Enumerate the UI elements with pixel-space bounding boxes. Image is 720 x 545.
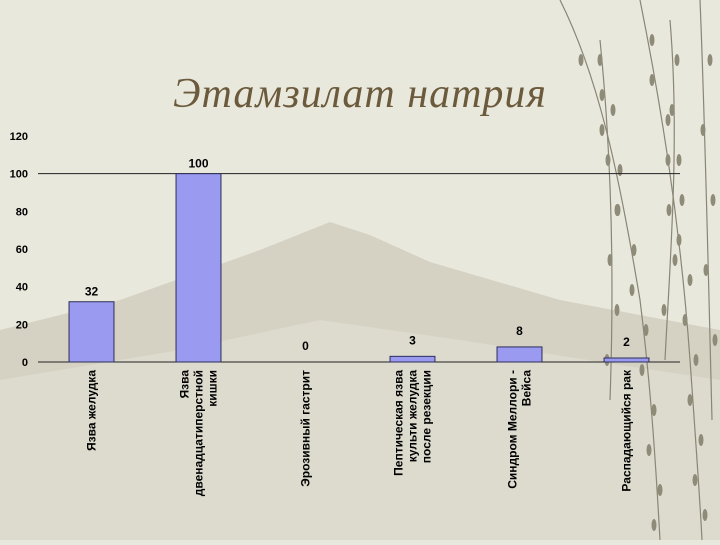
willow-leaf [698, 434, 704, 446]
y-tick-label: 120 [10, 131, 28, 143]
slide-title: Этамзилат натрия [173, 71, 547, 117]
bar [389, 355, 436, 363]
x-category-label-line: кишки [206, 370, 220, 407]
willow-leaf [614, 204, 620, 216]
willow-leaf [692, 474, 698, 486]
willow-leaf [629, 284, 635, 296]
x-category-label: Пептическая язва культи желудка после резе… [392, 370, 434, 476]
willow-leaf [674, 54, 680, 66]
y-tick-label: 0 [22, 357, 28, 369]
bar [603, 357, 650, 363]
willow-leaf [597, 54, 603, 66]
x-category-label-line: культи желудка [406, 370, 420, 463]
data-label: 0 [302, 339, 309, 353]
willow-leaf [639, 364, 645, 376]
x-category-label-line: после резекции [420, 370, 434, 463]
data-label: 3 [409, 333, 416, 347]
x-category-label: Язва двенадцатиперстной кишки [178, 370, 220, 497]
x-category-label-line: Синдром Меллори - [506, 370, 520, 489]
x-category-label-line: Распадающийся рак [620, 369, 634, 492]
willow-leaf [617, 164, 623, 176]
willow-leaf [651, 519, 657, 531]
willow-leaf [666, 204, 672, 216]
x-category-label-line: Пептическая язва [392, 370, 406, 476]
willow-leaf [643, 324, 649, 336]
willow-leaf [651, 404, 657, 416]
willow-leaf [679, 194, 685, 206]
bar [175, 173, 222, 363]
y-tick-label: 80 [16, 206, 28, 218]
willow-leaf [661, 304, 667, 316]
x-category-label: Эрозивный гастрит [299, 370, 313, 487]
willow-leaf [702, 509, 708, 521]
willow-leaf [703, 264, 709, 276]
willow-leaf [599, 89, 605, 101]
willow-leaf [657, 484, 663, 496]
x-category-label: Синдром Меллори - Вейса [506, 370, 534, 489]
y-tick-label: 20 [16, 319, 28, 331]
x-category-label-line: Язва [178, 370, 192, 399]
willow-leaf [665, 154, 671, 166]
willow-leaf [682, 314, 688, 326]
willow-leaf [687, 394, 693, 406]
data-label: 8 [516, 324, 523, 338]
willow-leaf [710, 194, 716, 206]
willow-leaf [665, 114, 671, 126]
willow-branch-decoration [559, 0, 718, 541]
x-category-label-line: Эрозивный гастрит [299, 370, 313, 487]
willow-leaf [707, 54, 713, 66]
willow-leaf [605, 154, 611, 166]
willow-leaf [676, 154, 682, 166]
willow-leaf [669, 104, 675, 116]
willow-leaf [649, 74, 655, 86]
willow-leaf [700, 124, 706, 136]
willow-leaf [676, 234, 682, 246]
data-label: 100 [188, 157, 208, 171]
y-tick-label: 40 [16, 282, 28, 294]
willow-leaf [649, 34, 655, 46]
willow-leaf [614, 304, 620, 316]
bar [496, 346, 543, 363]
willow-leaf [607, 254, 613, 266]
y-tick-label: 60 [16, 244, 28, 256]
willow-leaf [646, 444, 652, 456]
x-category-label-line: двенадцатиперстной [192, 370, 206, 496]
x-category-label: Язва желудка [85, 370, 99, 451]
willow-leaf [578, 54, 584, 66]
willow-leaf [687, 274, 693, 286]
willow-leaf [712, 334, 718, 346]
willow-leaf [631, 244, 637, 256]
y-tick-label: 100 [10, 169, 28, 181]
bar [68, 301, 115, 363]
data-label: 32 [85, 285, 99, 299]
willow-leaf [693, 354, 699, 366]
willow-leaf [610, 104, 616, 116]
willow-leaf [599, 124, 605, 136]
x-category-label-line: Вейса [520, 370, 534, 407]
data-label: 2 [623, 335, 630, 349]
x-category-label-line: Язва желудка [85, 370, 99, 451]
x-category-label: Распадающийся рак [620, 369, 634, 492]
willow-leaf [672, 254, 678, 266]
